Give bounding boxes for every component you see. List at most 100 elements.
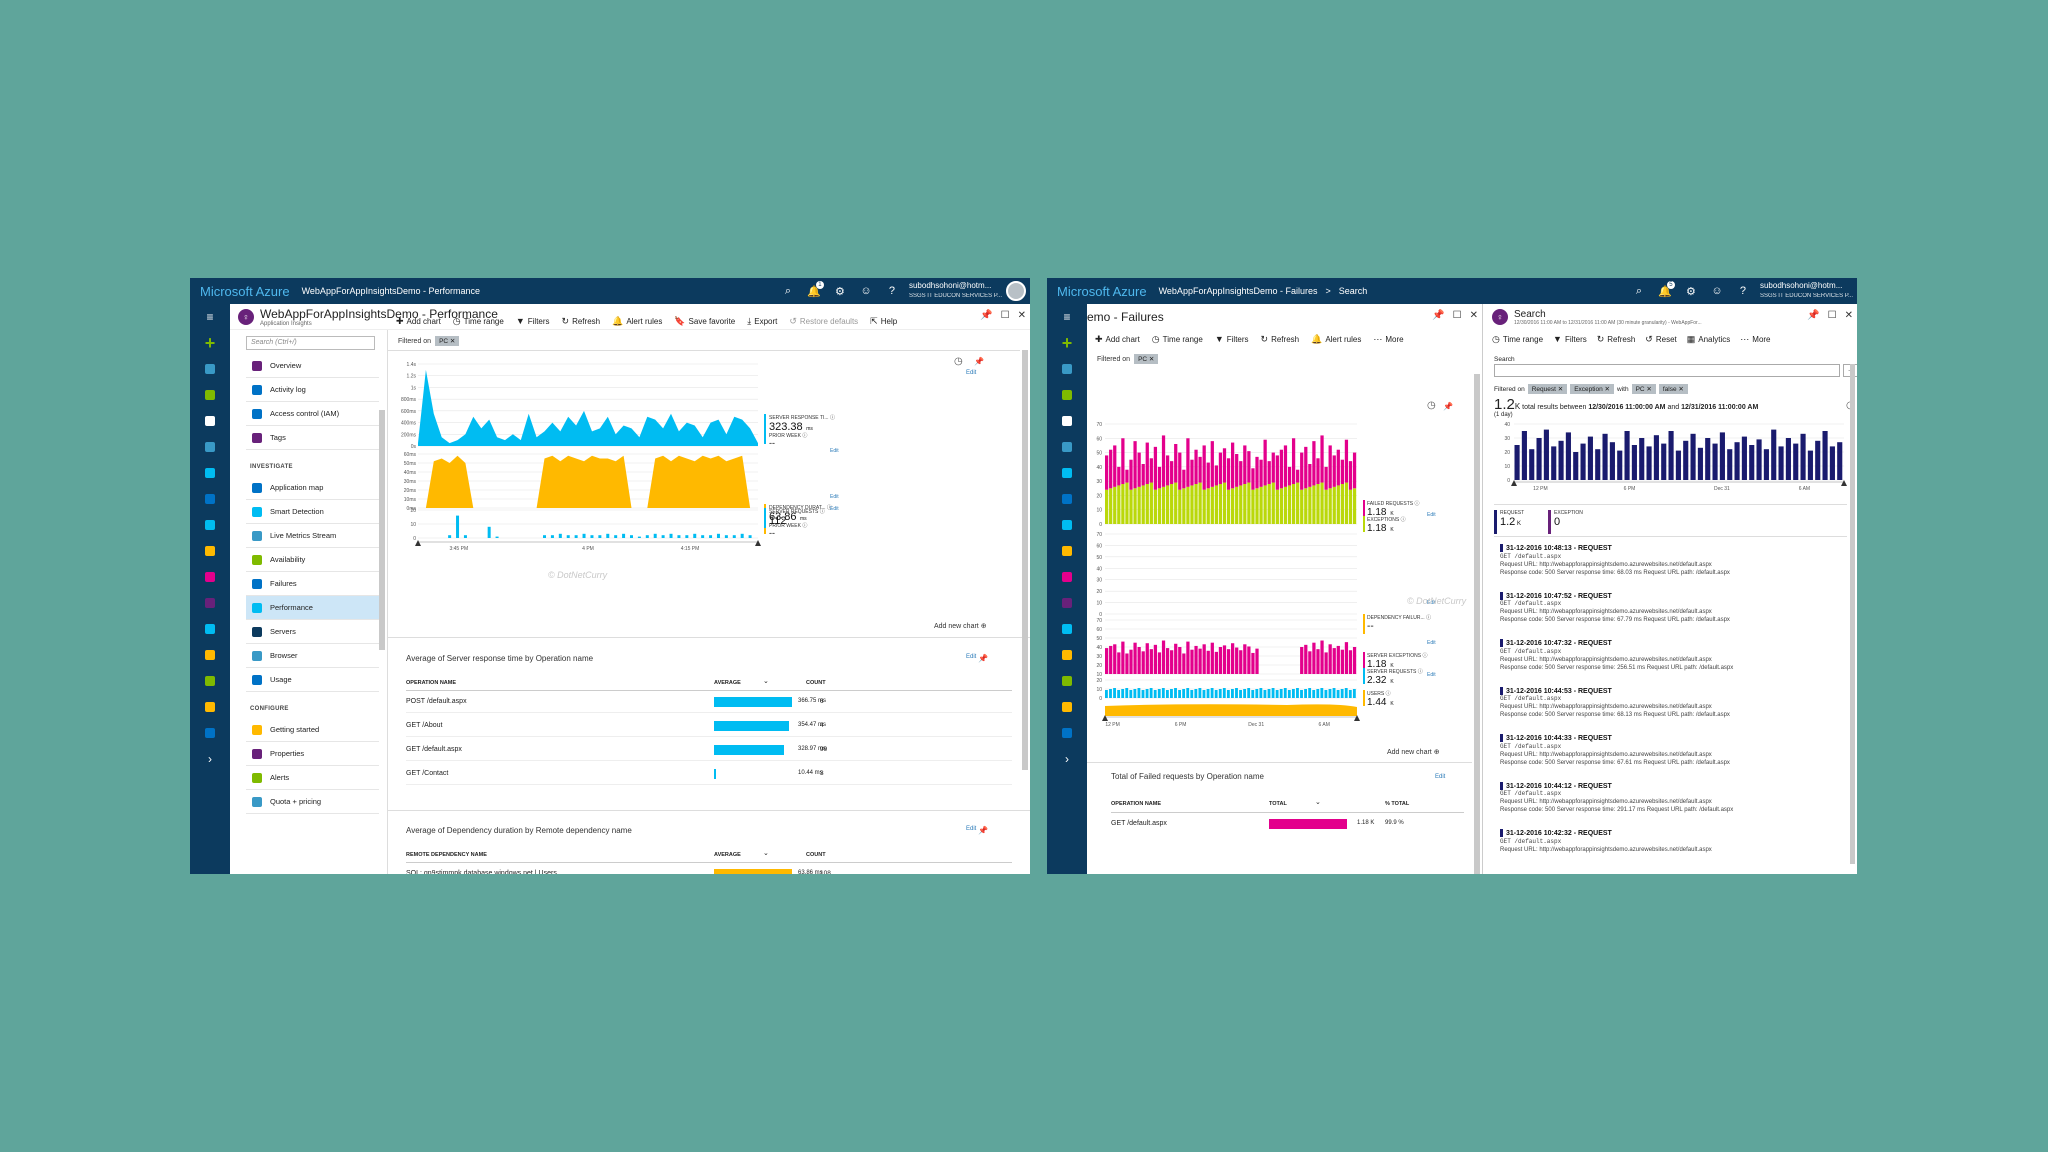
menu-item-access-control-iam-[interactable]: Access control (IAM)	[246, 402, 379, 426]
search-result-item[interactable]: 31-12-2016 10:44:53 - REQUEST GET /defaul…	[1500, 687, 1730, 720]
sql-icon[interactable]	[190, 486, 230, 512]
close-icon[interactable]: ✕	[1017, 310, 1026, 321]
table-row-name[interactable]: GET /Contact	[406, 770, 449, 777]
smiley-icon[interactable]: ☺	[860, 285, 872, 297]
menu-item-performance[interactable]: Performance	[246, 596, 379, 620]
menu-item-application-map[interactable]: Application map	[246, 476, 379, 500]
pin-icon-2[interactable]: 📌	[1432, 310, 1445, 321]
search-result-item[interactable]: 31-12-2016 10:47:52 - REQUEST GET /defaul…	[1500, 592, 1730, 625]
s-more-button[interactable]: ⋯ More	[1740, 334, 1770, 345]
breadcrumb[interactable]: WebAppForAppInsightsDemo - Performance	[301, 286, 481, 296]
all-resources-icon[interactable]	[190, 382, 230, 408]
close-icon-3[interactable]: ✕	[1844, 310, 1853, 321]
series-edit-link[interactable]: Edit	[830, 494, 839, 500]
cloud-icon[interactable]	[1047, 512, 1087, 538]
menu-item-browser[interactable]: Browser	[246, 644, 379, 668]
restore-defaults-button[interactable]: ↺ Restore defaults	[789, 316, 858, 327]
f-row-name[interactable]: GET /default.aspx	[1111, 820, 1167, 827]
dashboard-icon[interactable]	[190, 356, 230, 382]
s-reset-button[interactable]: ↺ Reset	[1645, 334, 1676, 345]
filters-button[interactable]: ▼ Filters	[516, 316, 550, 326]
alert-rules-button[interactable]: 🔔 Alert rules	[612, 316, 662, 327]
notifications-icon[interactable]: 🔔 1	[804, 281, 824, 301]
time-range-button[interactable]: ◷ Time range	[453, 316, 504, 327]
s-refresh-button[interactable]: ↻ Refresh	[1597, 334, 1636, 345]
notifications-icon-2[interactable]: 🔔 5	[1655, 281, 1675, 301]
sort-chevron-icon[interactable]: ⌄	[763, 678, 769, 685]
table-header-average[interactable]: AVERAGE	[714, 852, 741, 858]
storage-icon[interactable]	[190, 720, 230, 746]
hamburger-icon[interactable]: ≡	[1063, 310, 1071, 324]
table-header-average[interactable]: AVERAGE	[714, 680, 741, 686]
storage-icon[interactable]	[1047, 720, 1087, 746]
search-result-item[interactable]: 31-12-2016 10:48:13 - REQUEST GET /defaul…	[1500, 544, 1730, 577]
advisor-icon[interactable]	[190, 694, 230, 720]
range-handle-left[interactable]	[1102, 715, 1108, 721]
export-button[interactable]: ⤓ Export	[747, 316, 777, 327]
globe-icon[interactable]	[190, 434, 230, 460]
chart-pin-icon[interactable]: 📌	[974, 357, 984, 366]
gear-icon-2[interactable]: ⚙	[1686, 285, 1696, 298]
cost-icon[interactable]	[190, 642, 230, 668]
f-filter-chip-pc[interactable]: PC ✕	[1134, 354, 1159, 364]
content-scrollbar[interactable]	[1022, 350, 1028, 770]
menu-item-properties[interactable]: Properties	[246, 742, 379, 766]
user-account-2[interactable]: subodhsohoni@hotm... SSGS IT EDUCON SERVI…	[1760, 281, 1853, 301]
s-scrollbar[interactable]	[1850, 364, 1855, 864]
cloud-icon[interactable]	[190, 512, 230, 538]
monitor-icon[interactable]	[190, 460, 230, 486]
search-icon[interactable]: ⌕	[784, 284, 792, 297]
s-chip-pc[interactable]: PC ✕	[1631, 384, 1656, 394]
help-icon[interactable]: ?	[888, 285, 896, 297]
f-chart-pin-icon[interactable]: 📌	[1443, 402, 1453, 411]
avatar[interactable]	[1006, 281, 1026, 301]
table-header-count[interactable]: COUNT	[806, 680, 826, 686]
user-account[interactable]: subodhsohoni@hotm... SSGS IT EDUCON SERVI…	[909, 281, 1002, 301]
f-alert-rules-button[interactable]: 🔔 Alert rules	[1311, 334, 1361, 345]
f-header-pct[interactable]: % TOTAL	[1385, 801, 1410, 807]
add-new-chart-button[interactable]: Add new chart ⊕	[934, 622, 987, 630]
search-result-item[interactable]: 31-12-2016 10:47:32 - REQUEST GET /defaul…	[1500, 639, 1733, 672]
menu-search-input[interactable]: Search (Ctrl+/)	[246, 336, 375, 350]
range-handle-right[interactable]	[755, 540, 761, 546]
add-chart-button[interactable]: ✚ Add chart	[396, 316, 441, 327]
search-histogram[interactable]: 40 30 20 10 0 12 PM 6 PM Dec 31 6 AM	[1490, 420, 1857, 500]
shield-icon[interactable]	[190, 668, 230, 694]
azure-brand[interactable]: Microsoft Azure	[200, 283, 290, 299]
range-handle-right[interactable]	[1841, 480, 1847, 486]
search-result-item[interactable]: 31-12-2016 10:44:33 - REQUEST GET /defaul…	[1500, 734, 1730, 767]
help-icon-2[interactable]: ?	[1739, 285, 1747, 297]
diamond-icon[interactable]	[1047, 616, 1087, 642]
f-refresh-button[interactable]: ↻ Refresh	[1261, 334, 1300, 345]
globe-icon[interactable]	[1047, 434, 1087, 460]
search-input[interactable]	[1494, 364, 1840, 377]
gear-icon[interactable]: ⚙	[835, 285, 845, 298]
network-icon[interactable]	[190, 590, 230, 616]
new-resource-icon[interactable]: +	[1061, 332, 1073, 353]
cost-icon[interactable]	[1047, 642, 1087, 668]
summary-request[interactable]: REQUEST 1.2 K	[1494, 510, 1544, 534]
table-header-count[interactable]: COUNT	[806, 852, 826, 858]
table-row-name[interactable]: GET /default.aspx	[406, 746, 462, 753]
s-filters-button[interactable]: ▼ Filters	[1553, 334, 1587, 344]
series-edit-link[interactable]: Edit	[1427, 512, 1436, 518]
help-button[interactable]: ⇱ Help	[870, 316, 897, 327]
shield-icon[interactable]	[1047, 668, 1087, 694]
expand-icon[interactable]: ›	[1065, 752, 1069, 766]
app-insights-icon[interactable]	[190, 564, 230, 590]
s-chip-exception[interactable]: Exception ✕	[1570, 384, 1614, 394]
maximize-icon-2[interactable]: ☐	[1452, 310, 1462, 321]
table2-pin-icon[interactable]: 📌	[978, 826, 988, 835]
history-icon[interactable]: ◷	[954, 356, 963, 367]
table1-pin-icon[interactable]: 📌	[978, 654, 988, 663]
f-scrollbar[interactable]	[1474, 374, 1480, 874]
series-edit-link[interactable]: Edit	[1427, 640, 1436, 646]
maximize-icon[interactable]: ☐	[1000, 310, 1010, 321]
table-row-name[interactable]: SQL: gn9stimmpk.database.windows.net | U…	[406, 870, 557, 874]
table-header-name[interactable]: OPERATION NAME	[406, 680, 457, 686]
f-table-edit-link[interactable]: Edit	[1435, 774, 1446, 780]
menu-item-alerts[interactable]: Alerts	[246, 766, 379, 790]
menu-item-servers[interactable]: Servers	[246, 620, 379, 644]
s-chip-false[interactable]: false ✕	[1658, 384, 1688, 394]
f-time-range-button[interactable]: ◷ Time range	[1152, 334, 1203, 345]
